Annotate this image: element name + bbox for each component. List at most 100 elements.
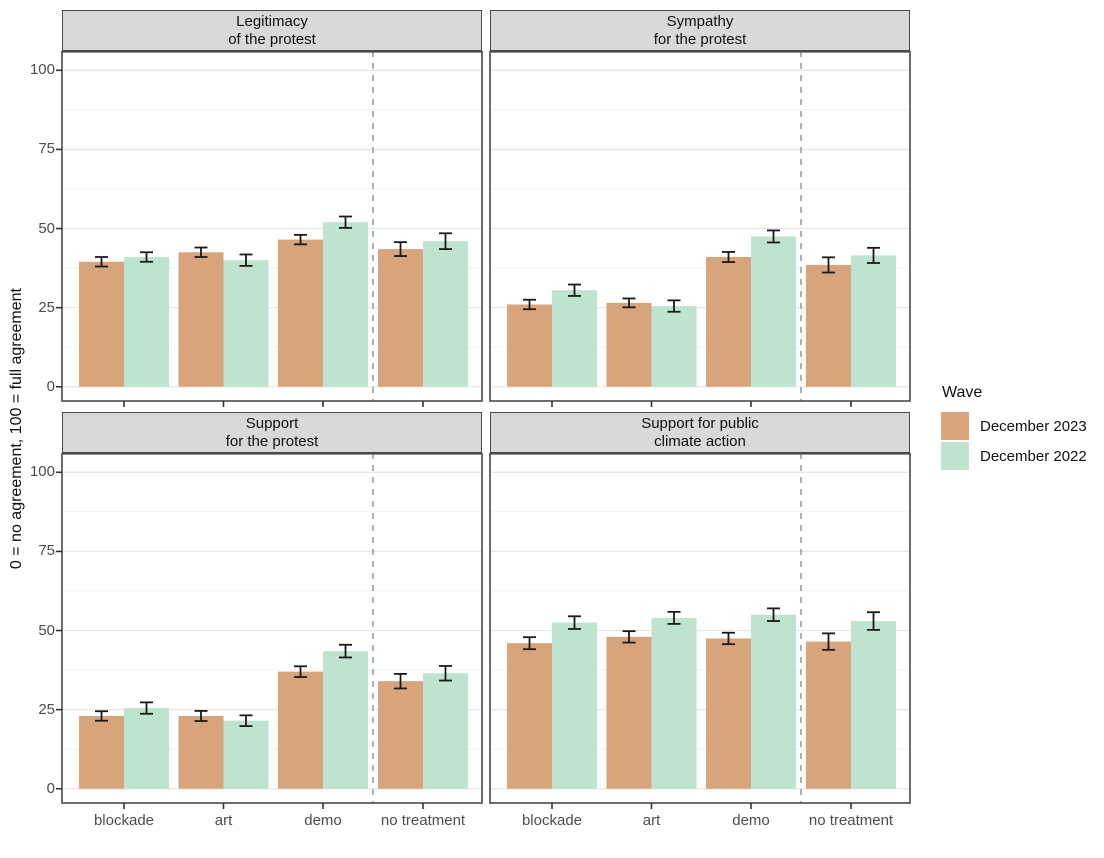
- errorbar-art-December-2022: [239, 253, 253, 267]
- bar-demo-December-2023: [278, 671, 323, 789]
- errorbar-demo-December-2022: [339, 215, 352, 229]
- x-tick-label-art: art: [642, 812, 661, 829]
- y-tick-label: 75: [38, 542, 55, 560]
- bar-demo-December-2023: [278, 239, 323, 387]
- bar-blockade-December-2022: [124, 708, 169, 789]
- legend-label-december-2022: December 2022: [980, 447, 1087, 465]
- bar-demo-December-2023: [706, 638, 751, 789]
- errorbar-blockade-December-2022: [140, 251, 153, 263]
- bar-blockade-December-2022: [552, 622, 597, 789]
- bar-no-treatment-December-2022: [851, 621, 896, 789]
- bar-no-treatment-December-2022: [423, 673, 468, 789]
- bar-no-treatment-December-2023: [806, 641, 851, 789]
- strip-title-line: for the protest: [653, 30, 747, 48]
- x-tick-label-demo: demo: [304, 812, 342, 829]
- bar-no-treatment-December-2023: [378, 681, 423, 789]
- facet-panel-public-climate-action: [484, 453, 912, 811]
- errorbar-no-treatment-December-2022: [439, 232, 452, 251]
- bar-blockade-December-2022: [552, 290, 597, 387]
- facet-panel-sympathy: [484, 51, 912, 409]
- strip-title-line: Legitimacy: [236, 12, 308, 30]
- errorbar-demo-December-2023: [294, 233, 307, 246]
- x-tick-label-no-treatment: no treatment: [380, 812, 466, 829]
- errorbar-blockade-December-2023: [95, 710, 108, 722]
- bar-blockade-December-2023: [79, 261, 124, 387]
- panel-plot-area: [56, 453, 483, 809]
- bar-art-December-2023: [606, 636, 652, 789]
- strip-title-line: climate action: [654, 432, 746, 450]
- facet-strip-public-climate-action: Support for public climate action: [490, 412, 910, 453]
- errorbar-blockade-December-2023: [523, 298, 536, 311]
- bar-demo-December-2022: [751, 236, 796, 387]
- x-tick-label-blockade: blockade: [521, 812, 583, 829]
- strip-title-line: Support: [245, 414, 299, 432]
- y-tick-label: 75: [38, 140, 55, 158]
- errorbar-art-December-2022: [239, 714, 253, 728]
- y-tick-label: 25: [38, 700, 55, 718]
- errorbar-demo-December-2023: [722, 631, 735, 646]
- errorbar-demo-December-2022: [767, 607, 780, 622]
- panel-border: [61, 453, 483, 804]
- errorbar-blockade-December-2022: [140, 701, 153, 715]
- bar-art-December-2023: [178, 715, 224, 789]
- bar-blockade-December-2023: [79, 715, 124, 789]
- errorbar-demo-December-2023: [722, 251, 735, 263]
- errorbar-demo-December-2023: [294, 665, 307, 678]
- bar-demo-December-2022: [323, 222, 368, 387]
- legend-item-december-2022: December 2022: [941, 441, 1087, 471]
- bar-art-December-2022: [223, 260, 269, 387]
- bar-art-December-2022: [651, 617, 697, 789]
- errorbar-art-December-2022: [667, 610, 681, 625]
- panel-border: [489, 51, 911, 402]
- facet-strip-legitimacy: Legitimacy of the protest: [62, 10, 482, 51]
- legend-item-december-2023: December 2023: [941, 411, 1087, 441]
- bar-art-December-2022: [223, 720, 269, 789]
- y-tick-label: 0: [46, 779, 55, 797]
- bar-no-treatment-December-2023: [378, 249, 423, 387]
- panel-plot-area: [56, 51, 483, 407]
- panel-plot-area: [489, 453, 911, 809]
- errorbar-demo-December-2022: [339, 643, 352, 659]
- errorbar-no-treatment-December-2023: [822, 632, 835, 651]
- bar-demo-December-2023: [706, 257, 751, 387]
- legend-swatch-december-2023: [941, 412, 969, 440]
- y-tick-label: 25: [38, 298, 55, 316]
- legend-label-december-2023: December 2023: [980, 417, 1087, 435]
- strip-title-line: for the protest: [225, 432, 319, 450]
- y-tick-label: 100: [29, 463, 55, 481]
- facet-strip-support: Support for the protest: [62, 412, 482, 453]
- bar-demo-December-2022: [323, 651, 368, 789]
- y-tick-label: 50: [38, 621, 55, 639]
- bar-blockade-December-2023: [507, 643, 552, 789]
- legend-swatch-december-2022: [941, 442, 969, 470]
- strip-title-line: Support for public: [641, 414, 759, 432]
- x-tick-label-no-treatment: no treatment: [808, 812, 894, 829]
- y-tick-label: 50: [38, 219, 55, 237]
- legend-title: Wave: [942, 384, 983, 401]
- errorbar-no-treatment-December-2023: [822, 256, 835, 274]
- errorbar-no-treatment-December-2023: [394, 241, 407, 257]
- facet-panel-legitimacy: [56, 51, 484, 409]
- errorbar-blockade-December-2022: [568, 615, 581, 630]
- facet-strip-sympathy: Sympathy for the protest: [490, 10, 910, 51]
- errorbar-art-December-2023: [194, 710, 208, 722]
- y-tick-label: 0: [46, 377, 55, 395]
- x-tick-label-art: art: [214, 812, 233, 829]
- errorbar-no-treatment-December-2022: [439, 665, 452, 682]
- bar-no-treatment-December-2022: [423, 241, 468, 387]
- bar-art-December-2023: [606, 302, 652, 387]
- legend: Wave December 2023 December 2022: [941, 384, 1087, 471]
- bar-art-December-2023: [178, 252, 224, 387]
- bar-no-treatment-December-2023: [806, 264, 851, 387]
- errorbar-art-December-2023: [622, 630, 636, 644]
- strip-title-line: Sympathy: [666, 12, 734, 30]
- errorbar-no-treatment-December-2023: [394, 672, 407, 690]
- errorbar-blockade-December-2023: [95, 256, 108, 268]
- x-tick-label-blockade: blockade: [93, 812, 155, 829]
- bar-no-treatment-December-2022: [851, 255, 896, 387]
- errorbar-no-treatment-December-2022: [867, 246, 880, 264]
- bar-blockade-December-2022: [124, 257, 169, 387]
- y-axis-title-wrap: 0 = no agreement, 100 = full agreement: [0, 0, 34, 858]
- bar-blockade-December-2023: [507, 304, 552, 387]
